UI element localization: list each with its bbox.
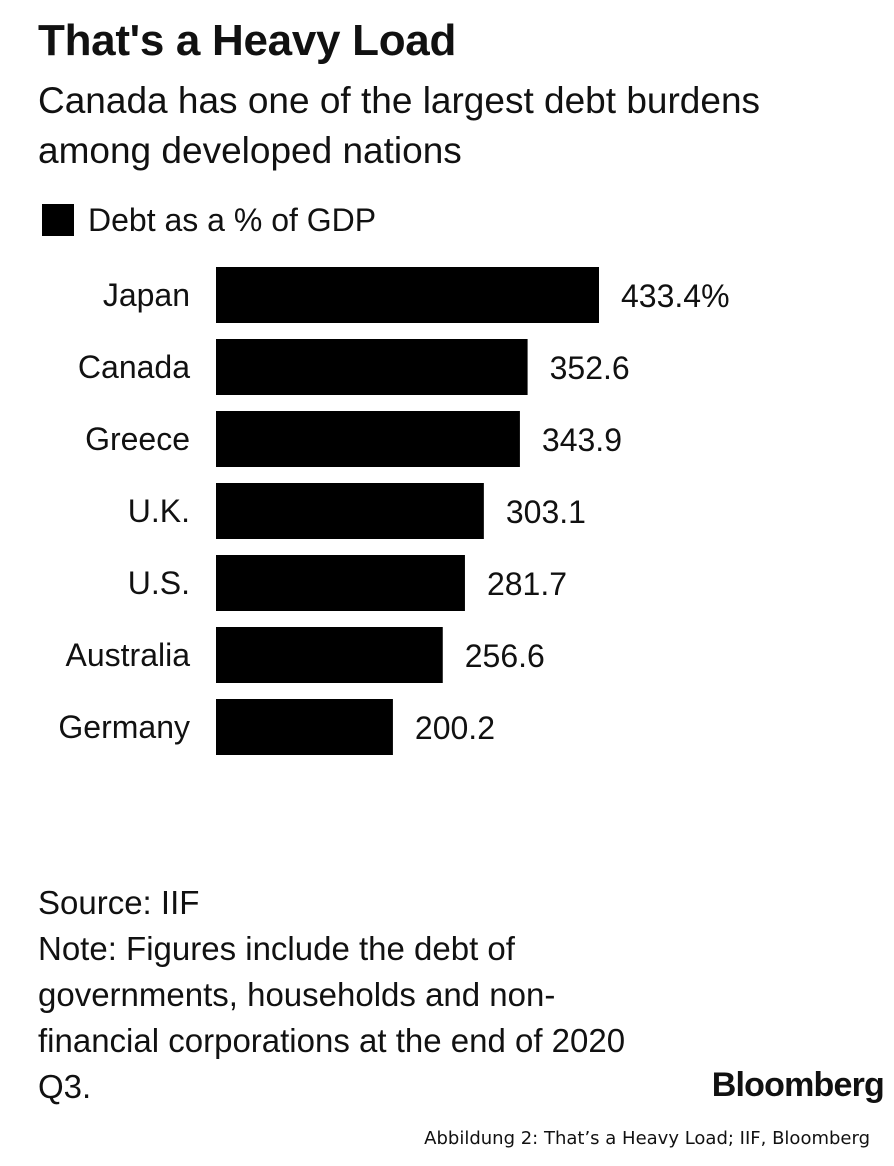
value-label: 352.6 [550, 350, 630, 386]
value-label: 200.2 [415, 710, 495, 746]
category-label: U.K. [128, 493, 190, 529]
chart-title: That's a Heavy Load [38, 16, 457, 65]
bar-chart: Japan 433.4% Canada 352.6 Greece 343.9 U.K. 303… [58, 267, 730, 755]
value-label: 433.4% [621, 278, 730, 314]
value-label: 281.7 [487, 566, 567, 602]
bar-greece [216, 411, 520, 467]
source-note: Source: IIF [38, 884, 200, 921]
footnote: Note: Figures include the debt of govern… [38, 930, 626, 1105]
bar-us [216, 555, 465, 611]
bar-japan [216, 267, 599, 323]
bloomberg-logo: Bloomberg [711, 1066, 885, 1104]
bar-germany [216, 699, 393, 755]
bar-australia [216, 627, 443, 683]
category-label: Germany [58, 709, 190, 745]
category-label: Greece [85, 421, 190, 457]
chart-legend: Debt as a % of GDP [42, 198, 376, 242]
legend-swatch [42, 204, 74, 236]
category-label: Canada [78, 349, 190, 385]
value-label: 303.1 [506, 494, 586, 530]
figure-caption: Abbildung 2: That’s a Heavy Load; IIF, B… [424, 1128, 870, 1149]
chart-notes: Source: IIF Note: Figures include the de… [38, 880, 638, 1110]
category-label: Australia [66, 637, 191, 673]
legend-label: Debt as a % of GDP [88, 201, 377, 238]
category-label: U.S. [128, 565, 190, 601]
chart-subtitle: Canada has one of the largest debt burde… [38, 80, 761, 171]
value-label: 256.6 [465, 638, 545, 674]
bar-uk [216, 483, 484, 539]
bar-canada [216, 339, 528, 395]
value-label: 343.9 [542, 422, 622, 458]
category-label: Japan [103, 277, 190, 313]
